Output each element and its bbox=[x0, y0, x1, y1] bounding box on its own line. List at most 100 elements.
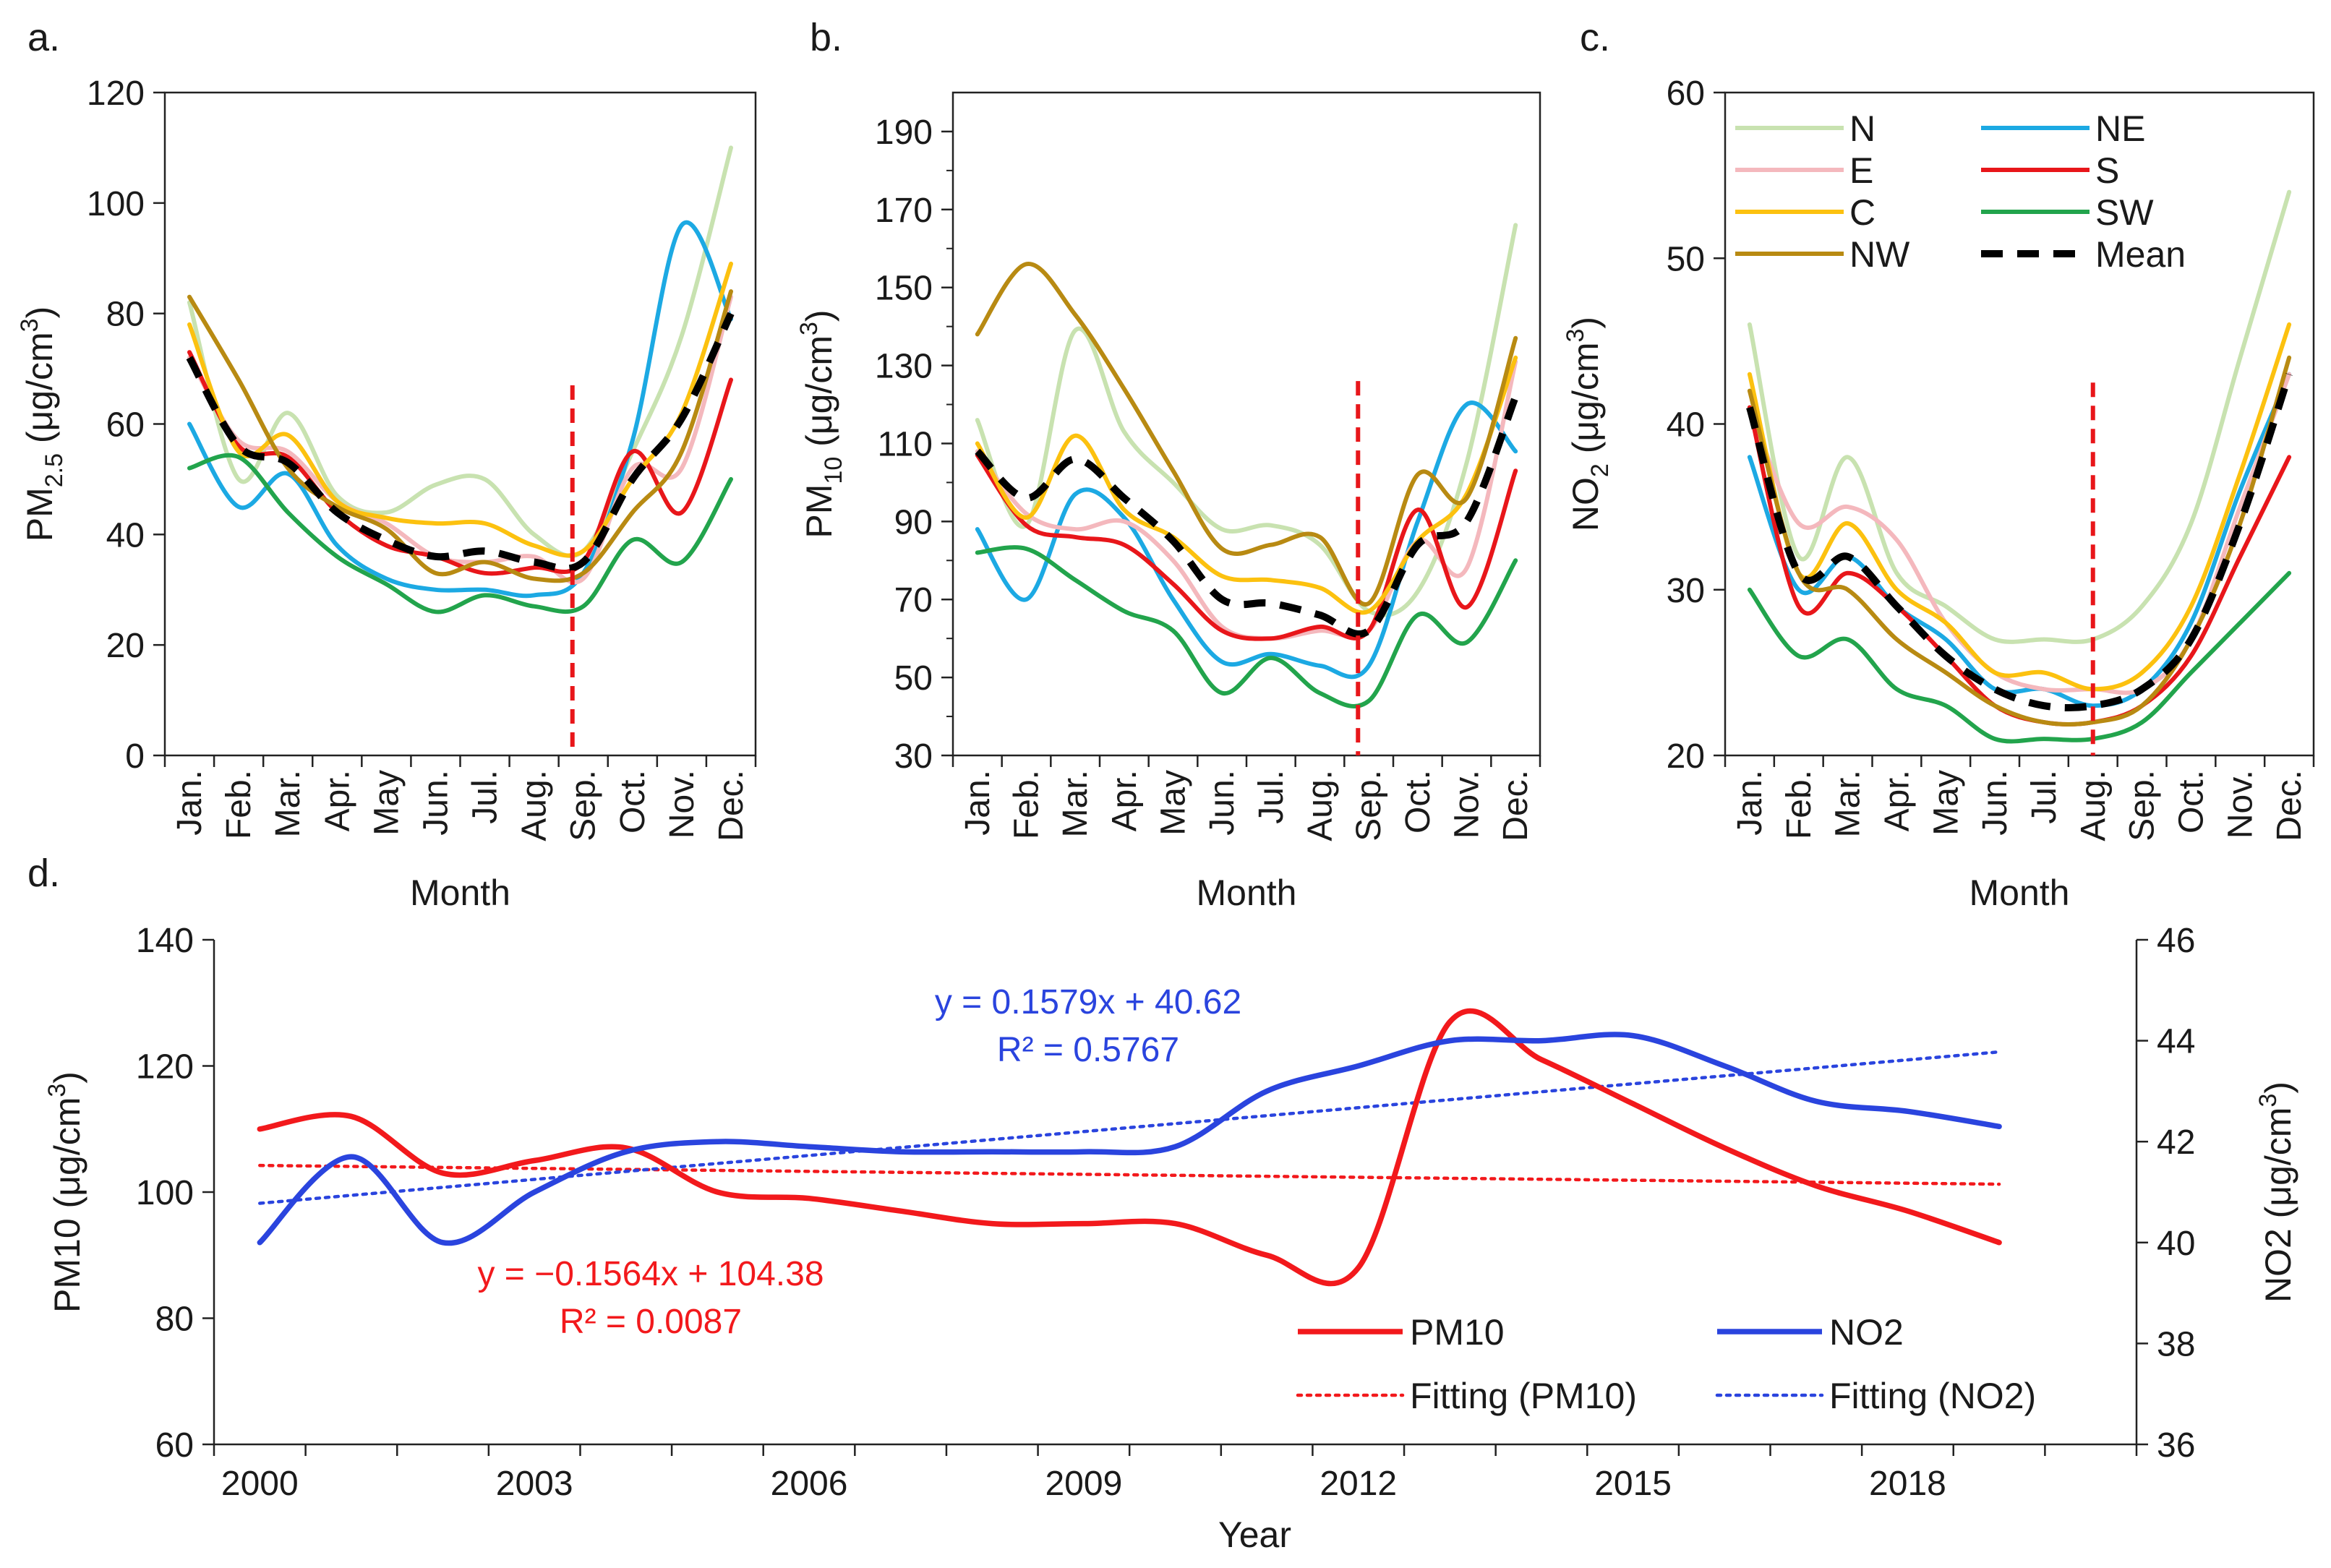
x-tick-label: 2006 bbox=[771, 1465, 848, 1503]
series-line-sw bbox=[975, 545, 1518, 708]
x-axis-title: Month bbox=[410, 873, 510, 913]
y-tick-label: 70 bbox=[894, 581, 933, 620]
y-left-tick-label: 120 bbox=[136, 1048, 194, 1087]
y-right-tick-label: 42 bbox=[2157, 1123, 2195, 1162]
y-tick-label: 130 bbox=[875, 348, 933, 386]
x-axis-title: Year bbox=[1218, 1515, 1291, 1555]
series-line-ne bbox=[187, 220, 733, 599]
no2-fit-equation: y = 0.1579x + 40.62 bbox=[935, 983, 1241, 1021]
y-axis-title-close: ) bbox=[1565, 317, 1606, 329]
pm10-fit-equation: y = −0.1564x + 104.38 bbox=[477, 1255, 824, 1293]
y-axis-title: NO2 (μg/cm3) bbox=[1562, 317, 1614, 531]
panel-label: a. bbox=[27, 16, 60, 59]
y-tick-label: 150 bbox=[875, 270, 933, 308]
legend-label-pm10: PM10 bbox=[1410, 1312, 1505, 1353]
series-line-nw bbox=[187, 289, 733, 583]
x-tick-label: Oct. bbox=[2172, 770, 2210, 834]
y-axis-title-unit: (μg/cm bbox=[20, 332, 60, 453]
x-tick-label: Jan. bbox=[1731, 770, 1769, 836]
series-line-n bbox=[1747, 189, 2292, 644]
y-axis-title-main: PM bbox=[799, 484, 839, 539]
y-tick-label: 40 bbox=[106, 516, 145, 554]
x-tick-label: Jul. bbox=[2025, 770, 2063, 824]
series-line-s bbox=[975, 453, 1518, 641]
x-tick-label: Dec. bbox=[2270, 770, 2309, 841]
y-right-tick-label: 38 bbox=[2157, 1325, 2195, 1363]
y-tick-label: 90 bbox=[894, 503, 933, 541]
y-tick-label: 190 bbox=[875, 113, 933, 152]
legend-label-ne: NE bbox=[2095, 108, 2145, 149]
y-axis-title-sup: 3 bbox=[16, 318, 43, 332]
x-tick-label: Jul. bbox=[1252, 770, 1291, 824]
x-tick-label: 2003 bbox=[496, 1465, 573, 1503]
y-tick-label: 80 bbox=[106, 296, 145, 334]
x-axis-title: Month bbox=[1969, 873, 2070, 913]
y-tick-label: 0 bbox=[125, 737, 145, 776]
x-tick-label: Jun. bbox=[1203, 770, 1241, 836]
y-tick-label: 30 bbox=[894, 737, 933, 776]
y-tick-label: 50 bbox=[1667, 240, 1705, 278]
x-tick-label: May bbox=[367, 770, 406, 836]
x-tick-label: Nov. bbox=[1448, 770, 1487, 839]
legend-label-mean: Mean bbox=[2095, 234, 2186, 275]
y-axis-title-sup: 3 bbox=[795, 322, 823, 335]
x-tick-label: Oct. bbox=[614, 770, 652, 834]
series-line-c bbox=[975, 355, 1518, 615]
no2-fit-r2: R² = 0.5767 bbox=[997, 1031, 1179, 1069]
y-tick-label: 20 bbox=[106, 627, 145, 665]
x-tick-label: Jan. bbox=[171, 770, 209, 836]
x-tick-label: Mar. bbox=[1829, 770, 1868, 837]
legend-label-fit-no2: Fitting (NO2) bbox=[1829, 1376, 2036, 1416]
y-axis-title-main: NO bbox=[1565, 477, 1606, 531]
y-axis-title-sup: 3 bbox=[1562, 329, 1589, 343]
y-axis-title-close: ) bbox=[20, 307, 60, 319]
x-tick-label: Oct. bbox=[1399, 770, 1437, 834]
x-tick-label: 2012 bbox=[1320, 1465, 1397, 1503]
y-tick-label: 60 bbox=[1667, 74, 1705, 113]
y-tick-label: 50 bbox=[894, 659, 933, 698]
x-tick-label: Feb. bbox=[1780, 770, 1818, 839]
y-tick-label: 20 bbox=[1667, 737, 1705, 776]
x-tick-label: May bbox=[1927, 770, 1965, 836]
x-tick-label: Mar. bbox=[269, 770, 307, 837]
y-right-title-sup: 3 bbox=[2254, 1094, 2282, 1108]
x-tick-label: 2000 bbox=[221, 1465, 299, 1503]
panel-label: b. bbox=[810, 16, 842, 59]
legend-label-fit-pm10: Fitting (PM10) bbox=[1410, 1376, 1637, 1416]
y-left-title-close: ) bbox=[47, 1071, 87, 1084]
x-tick-label: 2015 bbox=[1594, 1465, 1672, 1503]
y-tick-label: 40 bbox=[1667, 406, 1705, 445]
x-axis-title: Month bbox=[1197, 873, 1297, 913]
y-axis-title-unit: (μg/cm bbox=[799, 335, 839, 457]
legend-label-e: E bbox=[1849, 150, 1873, 191]
y-axis-title-sub: 2 bbox=[1586, 463, 1614, 477]
series-line-sw bbox=[187, 453, 733, 614]
x-tick-label: May bbox=[1155, 770, 1193, 836]
no2-series-line bbox=[257, 1032, 2002, 1246]
x-tick-label: Aug. bbox=[2074, 770, 2113, 841]
y-left-axis-title: PM10 (μg/cm3) bbox=[43, 1071, 87, 1313]
y-left-tick-label: 100 bbox=[136, 1174, 194, 1212]
series-line-c bbox=[1747, 322, 2292, 692]
x-tick-label: Apr. bbox=[318, 770, 356, 831]
y-tick-label: 30 bbox=[1667, 572, 1705, 610]
x-tick-label: Nov. bbox=[663, 770, 701, 839]
x-tick-label: Dec. bbox=[1497, 770, 1535, 841]
y-left-tick-label: 80 bbox=[155, 1301, 194, 1339]
y-tick-label: 110 bbox=[877, 425, 933, 463]
pm10-fit-line bbox=[258, 1163, 2001, 1186]
y-right-tick-label: 40 bbox=[2157, 1225, 2195, 1263]
x-tick-label: Aug. bbox=[1301, 770, 1340, 841]
y-right-tick-label: 36 bbox=[2157, 1426, 2195, 1465]
series-line-n bbox=[975, 223, 1518, 617]
x-tick-label: Jun. bbox=[416, 770, 455, 836]
y-axis-title-sub: 10 bbox=[820, 457, 847, 484]
y-right-title-close: ) bbox=[2258, 1081, 2298, 1094]
y-tick-label: 170 bbox=[875, 192, 933, 230]
y-right-title-main: NO2 (μg/cm bbox=[2258, 1108, 2298, 1303]
y-axis-title-main: PM bbox=[20, 487, 60, 541]
series-line-ne bbox=[1747, 372, 2292, 708]
series-line-ne bbox=[975, 400, 1518, 680]
y-axis-title: PM2.5 (μg/cm3) bbox=[16, 307, 68, 542]
